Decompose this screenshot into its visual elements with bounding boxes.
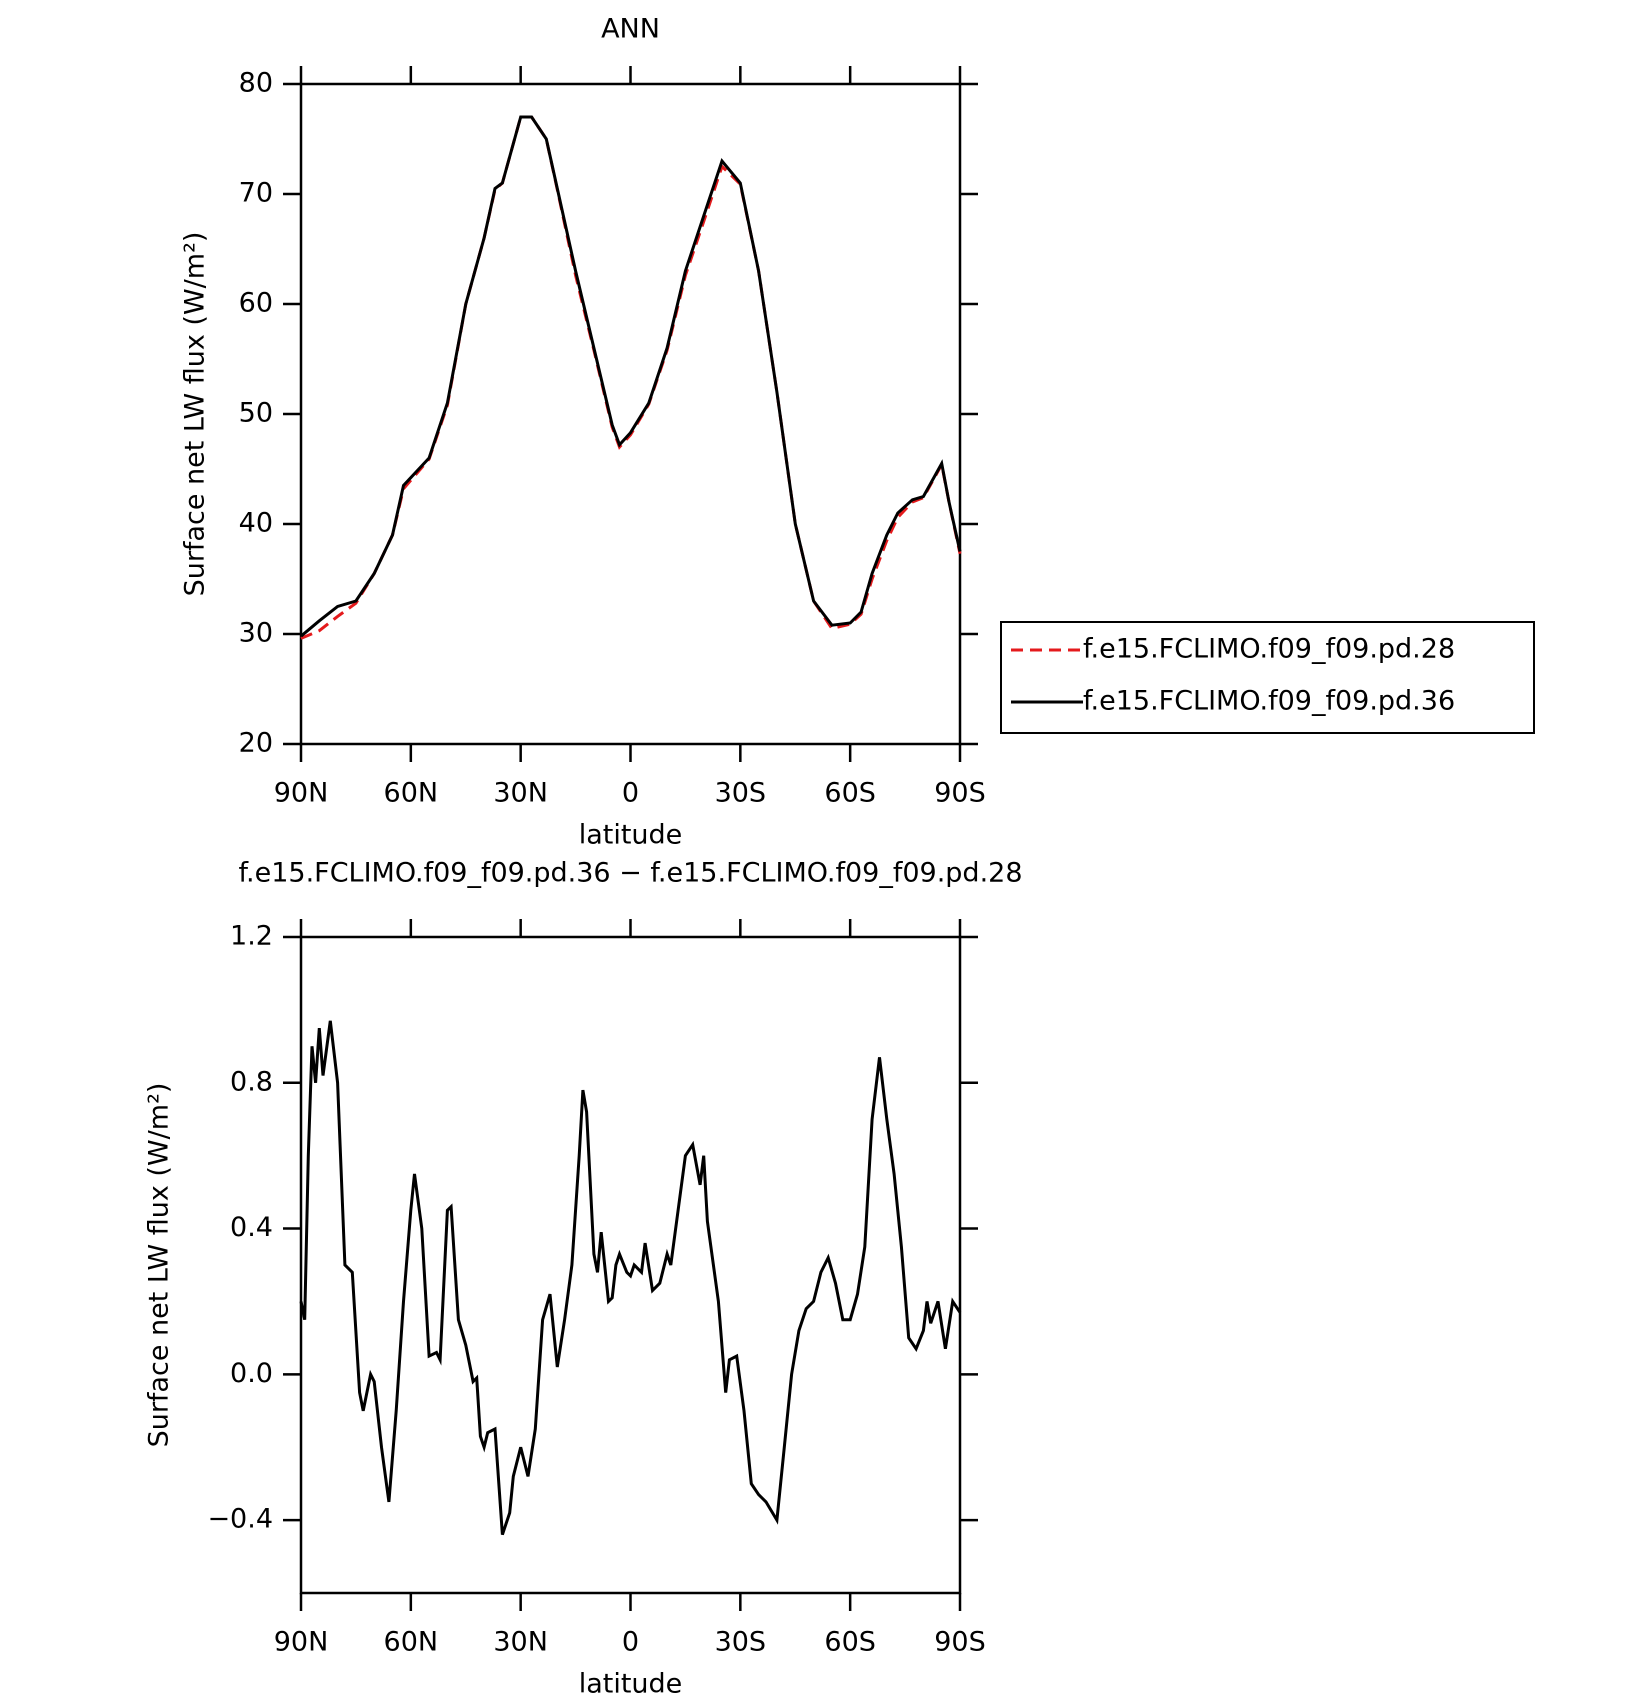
x-tick-label: 30S	[715, 1627, 767, 1658]
y-tick-label: −0.4	[207, 1504, 273, 1535]
x-tick-label: 90N	[274, 778, 329, 809]
x-axis-label: latitude	[579, 1669, 683, 1700]
x-tick-label: 90S	[934, 1627, 986, 1658]
x-tick-label: 60N	[384, 1627, 439, 1658]
y-tick-label: 40	[239, 508, 273, 539]
plot-frame	[299, 82, 962, 746]
y-axis-label: Surface net LW flux (W/m²)	[144, 1083, 175, 1448]
legend-box	[1000, 621, 1535, 734]
legend-label: f.e15.FCLIMO.f09_f09.pd.36	[1083, 686, 1455, 717]
data-line	[299, 1020, 962, 1536]
y-tick-label: 0.0	[230, 1358, 273, 1389]
y-tick-label: 70	[239, 178, 273, 209]
x-tick-label: 30N	[493, 1627, 548, 1658]
x-tick-label: 0	[622, 1627, 639, 1658]
x-tick-label: 30S	[715, 778, 767, 809]
chart-title: ANN	[601, 14, 660, 45]
x-tick-label: 60S	[824, 778, 876, 809]
y-tick-label: 80	[239, 68, 273, 99]
x-tick-label: 60N	[384, 778, 439, 809]
data-line	[300, 115, 962, 640]
y-tick-label: 60	[239, 288, 273, 319]
x-tick-label: 90N	[274, 1627, 329, 1658]
x-tick-label: 30N	[493, 778, 548, 809]
y-tick-label: 50	[239, 398, 273, 429]
y-tick-label: 20	[239, 728, 273, 759]
chart-title: f.e15.FCLIMO.f09_f09.pd.36 − f.e15.FCLIM…	[238, 858, 1022, 889]
y-tick-label: 30	[239, 618, 273, 649]
x-tick-label: 90S	[934, 778, 986, 809]
x-tick-label: 0	[622, 778, 639, 809]
data-line	[300, 115, 962, 638]
x-axis-label: latitude	[579, 820, 683, 851]
y-tick-label: 0.8	[230, 1066, 273, 1097]
x-tick-label: 60S	[824, 1627, 876, 1658]
y-axis-label: Surface net LW flux (W/m²)	[180, 232, 211, 597]
y-tick-label: 0.4	[230, 1212, 273, 1243]
legend-label: f.e15.FCLIMO.f09_f09.pd.28	[1083, 634, 1455, 665]
y-tick-label: 1.2	[230, 921, 273, 952]
